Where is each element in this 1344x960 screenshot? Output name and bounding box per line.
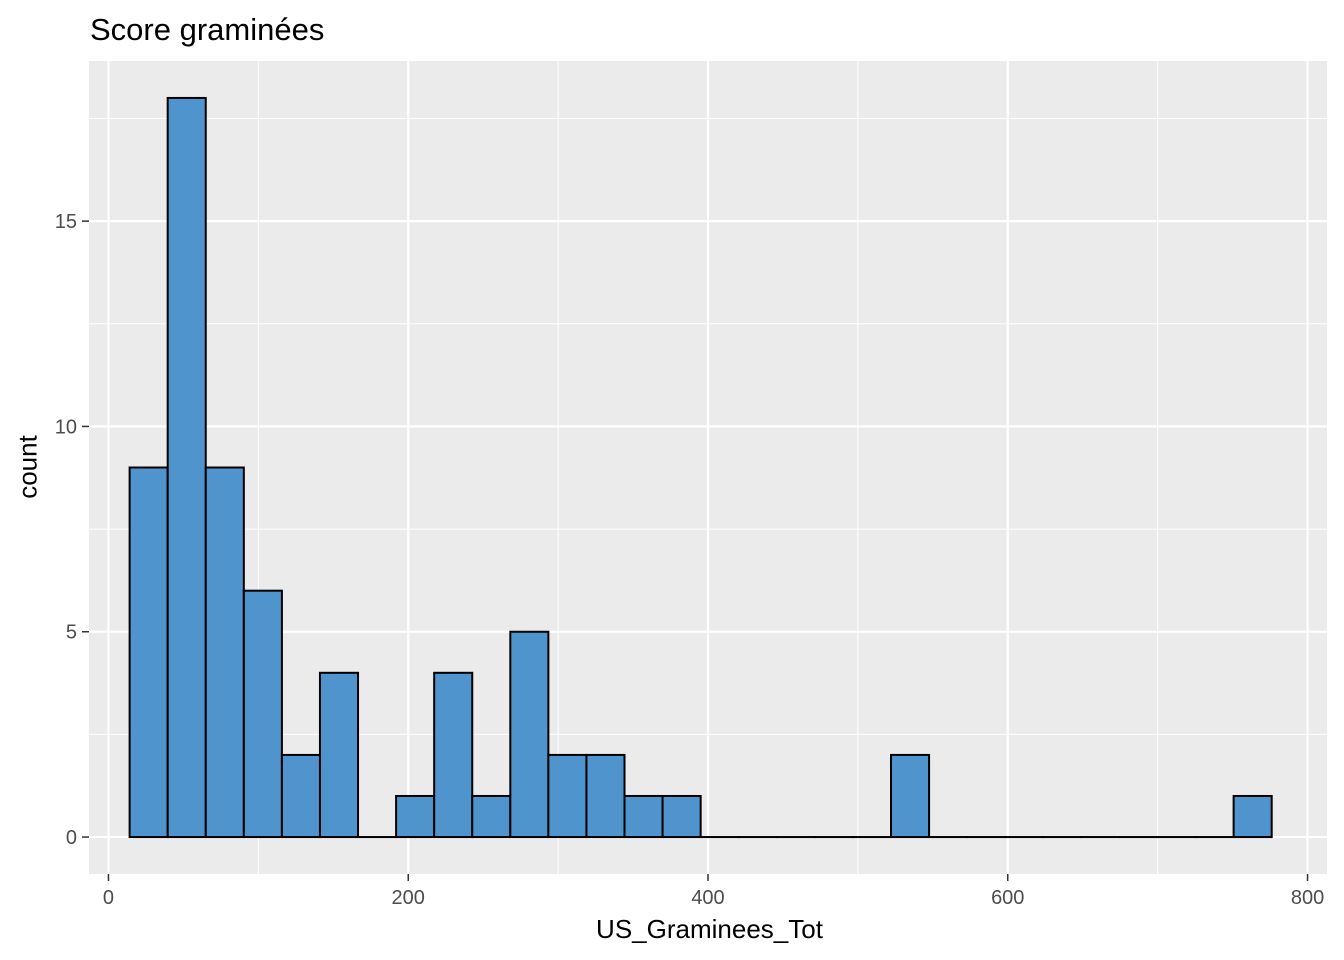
histogram-bar: [890, 753, 931, 839]
x-tick-label: 200: [392, 887, 425, 909]
y-tick-label: 0: [66, 827, 77, 849]
y-tick-label: 15: [55, 211, 77, 233]
x-tick-label: 400: [691, 887, 724, 909]
histogram-bar: [242, 589, 283, 839]
histogram-bar: [318, 671, 360, 839]
x-tick-label: 800: [1291, 887, 1324, 909]
histogram-bar: [471, 794, 512, 839]
chart-title: Score graminées: [90, 12, 325, 47]
x-tick-label: 600: [991, 887, 1024, 909]
histogram-bar: [128, 466, 169, 839]
histogram-bar: [1232, 794, 1273, 839]
histogram-bar: [280, 753, 321, 839]
histogram-bar: [623, 794, 664, 839]
histogram-bar: [433, 671, 474, 839]
y-tick-label: 10: [55, 416, 77, 438]
histogram-bar: [585, 753, 626, 839]
y-tick-label: 5: [66, 622, 77, 644]
x-tick-label: 0: [103, 887, 114, 909]
x-axis-label: US_Graminees_Tot: [596, 914, 823, 944]
histogram-bar: [204, 466, 245, 839]
histogram-bar: [395, 794, 436, 839]
y-axis-label: count: [12, 435, 43, 499]
histogram-bar: [166, 96, 207, 839]
histogram-bar: [547, 753, 588, 839]
histogram-bar: [509, 630, 550, 839]
histogram-bar: [661, 794, 702, 839]
